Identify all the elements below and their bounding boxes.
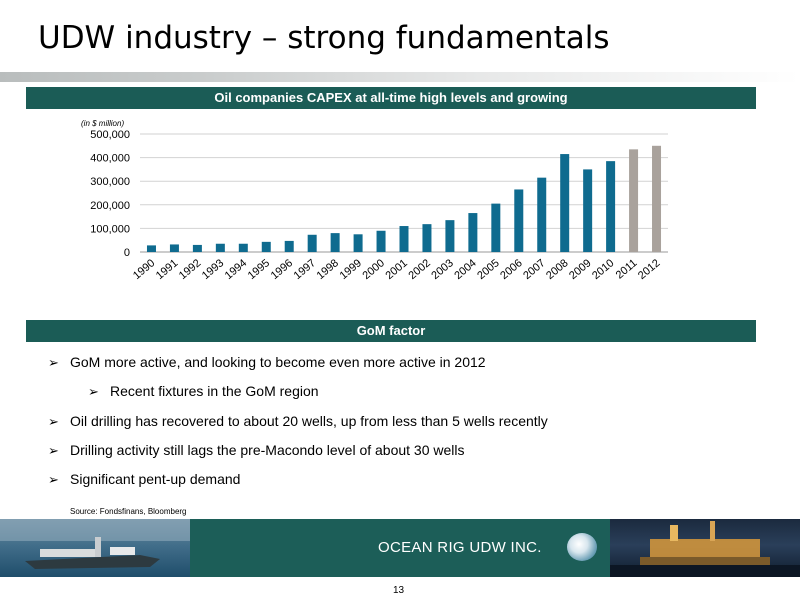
x-tick-label: 1991	[154, 257, 180, 282]
x-tick-label: 2002	[406, 257, 432, 282]
y-tick-label: 500,000	[90, 129, 130, 141]
night-rig-image	[610, 521, 800, 577]
bar-2001	[399, 226, 409, 252]
bar-1994	[238, 243, 248, 252]
x-tick-label: 1996	[269, 257, 295, 282]
bullet-arrow-icon: ➢	[48, 414, 59, 429]
bullet-arrow-icon: ➢	[48, 355, 59, 370]
x-tick-label: 2011	[614, 257, 640, 281]
bar-2010	[606, 161, 616, 252]
bullet-arrow-icon: ➢	[48, 472, 59, 487]
y-tick-label: 0	[124, 247, 130, 259]
x-tick-label: 1997	[292, 257, 318, 282]
bar-2008	[560, 154, 570, 252]
bullet-arrow-icon: ➢	[48, 443, 59, 458]
x-tick-label: 1995	[246, 257, 272, 282]
bullet-text: Drilling activity still lags the pre-Mac…	[70, 442, 465, 458]
bar-2006	[514, 189, 524, 252]
bullet-item: ➢ GoM more active, and looking to become …	[48, 354, 486, 371]
bar-2003	[445, 220, 455, 252]
page-number: 13	[393, 585, 405, 596]
bar-1992	[192, 244, 202, 252]
x-tick-label: 2010	[590, 257, 616, 282]
chart-header: Oil companies CAPEX at all-time high lev…	[26, 87, 756, 109]
rig-photo	[610, 519, 800, 577]
x-tick-label: 2005	[475, 257, 501, 282]
bar-1991	[169, 244, 179, 252]
x-tick-label: 2000	[361, 257, 387, 282]
bullet-text: Significant pent-up demand	[70, 471, 241, 487]
x-tick-label: 1993	[200, 257, 226, 282]
bar-2009	[583, 169, 593, 252]
x-tick-label: 1999	[338, 257, 364, 282]
slide-title: UDW industry – strong fundamentals	[38, 20, 610, 56]
bullet-item: ➢ Drilling activity still lags the pre-Ma…	[48, 442, 465, 459]
x-tick-label: 2009	[567, 257, 593, 282]
x-tick-label: 1992	[177, 257, 203, 282]
bullet-arrow-icon: ➢	[88, 384, 99, 399]
bar-1997	[307, 234, 317, 252]
footer-banner: OCEAN RIG UDW INC.	[0, 519, 800, 577]
bar-1996	[284, 240, 294, 252]
x-tick-label: 2008	[544, 257, 570, 282]
bar-2011	[629, 149, 639, 252]
x-tick-label: 2003	[429, 257, 455, 282]
bar-2007	[537, 177, 547, 252]
bar-2005	[491, 203, 501, 252]
x-tick-label: 2007	[521, 257, 547, 282]
bullet-text: Oil drilling has recovered to about 20 w…	[70, 413, 548, 429]
y-tick-label: 400,000	[90, 153, 130, 165]
y-tick-label: 300,000	[90, 176, 130, 188]
x-tick-label: 2012	[636, 257, 662, 282]
bullet-item: ➢ Oil drilling has recovered to about 20 …	[48, 413, 548, 430]
drillship-image	[0, 519, 190, 569]
source-note: Source: Fondsfinans, Bloomberg	[70, 507, 187, 516]
bullet-item: ➢ Recent fixtures in the GoM region	[88, 383, 319, 400]
ocean-rig-logo-icon	[567, 533, 597, 561]
y-tick-label: 100,000	[90, 223, 130, 235]
x-tick-label: 1998	[315, 257, 341, 282]
gom-header: GoM factor	[26, 320, 756, 342]
x-tick-label: 1990	[131, 257, 157, 282]
bullet-text: Recent fixtures in the GoM region	[110, 383, 319, 399]
x-tick-label: 1994	[223, 257, 249, 282]
bar-1993	[215, 243, 225, 252]
chart-unit-note: (in $ million)	[81, 119, 124, 128]
bar-1995	[261, 241, 271, 252]
company-name: OCEAN RIG UDW INC.	[378, 539, 542, 556]
title-divider	[0, 72, 800, 82]
x-tick-label: 2001	[383, 257, 409, 282]
y-tick-label: 200,000	[90, 200, 130, 212]
bar-1998	[330, 233, 340, 252]
bar-1999	[353, 234, 363, 252]
bullet-text: GoM more active, and looking to become e…	[70, 354, 486, 370]
bar-2000	[376, 230, 386, 252]
bar-1990	[146, 245, 156, 252]
bar-2002	[422, 224, 432, 252]
bullet-item: ➢ Significant pent-up demand	[48, 471, 240, 488]
ship-photo	[0, 519, 190, 577]
x-tick-label: 2004	[452, 257, 478, 282]
capex-bar-chart: (in $ million) 0 100,000 200,000 300,000 400…	[81, 119, 668, 282]
bar-2012	[652, 145, 662, 252]
bar-2004	[468, 213, 478, 252]
x-tick-label: 2006	[498, 257, 524, 282]
